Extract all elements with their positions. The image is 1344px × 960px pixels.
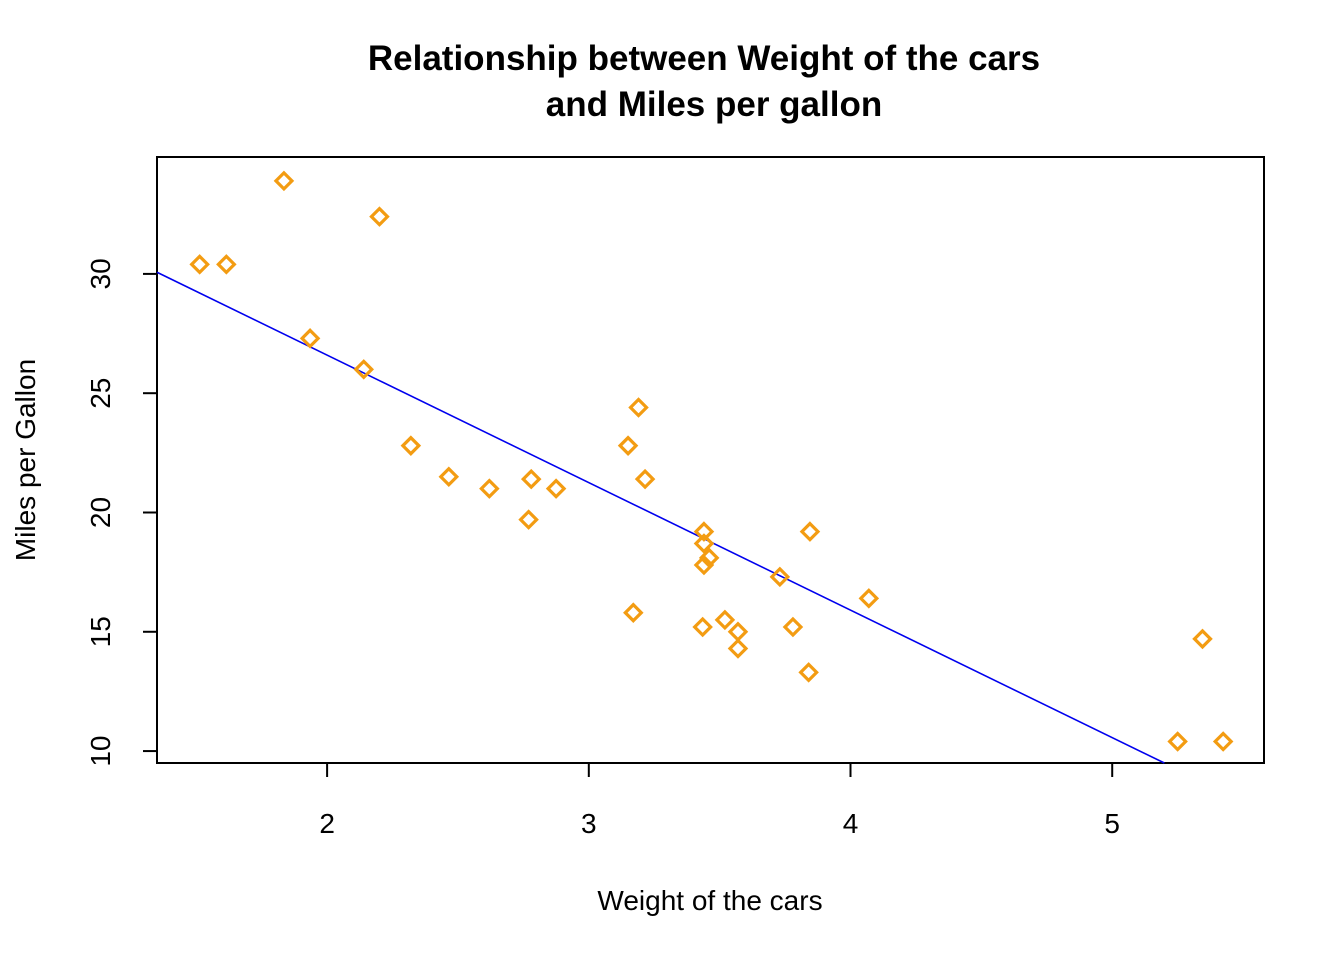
y-tick-label: 20 [85,497,116,528]
data-point [628,397,649,418]
data-point [545,478,567,499]
y-axis: 10 15 20 25 30 [85,258,158,767]
plot-area-frame [156,156,1265,764]
data-point [798,662,819,683]
y-axis-label: Miles per Gallon [10,359,41,561]
data-point [623,602,644,623]
data-point [189,254,210,275]
data-point [727,621,749,643]
y-tick-label: 30 [85,258,116,289]
data-point [400,435,422,456]
data-point [1167,731,1188,752]
data-point [299,328,321,349]
data-point [518,509,539,530]
y-tick-label: 25 [85,378,116,409]
regression-line-layer [156,271,1165,764]
data-point [782,616,804,638]
data-point [858,588,880,609]
x-tick-label: 3 [581,808,597,839]
data-point [693,533,715,554]
data-point [799,521,821,542]
data-point [369,206,390,227]
data-point [693,554,715,576]
data-point [1192,628,1213,650]
data-point [769,566,791,588]
data-point [216,254,237,275]
x-axis: 2 3 4 5 [319,762,1120,839]
data-point [634,468,656,490]
data-point [520,468,542,490]
data-point [693,521,715,542]
chart-title-line-2: and Miles per gallon [546,85,882,124]
data-point [727,638,749,659]
data-point [1212,731,1234,752]
data-point [353,359,375,380]
data-point [692,616,713,638]
x-tick-label: 4 [843,808,859,839]
x-axis-label: Weight of the cars [597,885,822,916]
data-point [617,435,639,456]
data-point [438,466,460,487]
data-point [479,478,500,499]
regression-line [156,271,1165,764]
y-tick-label: 10 [85,735,116,766]
chart-title-line-1: Relationship between Weight of the cars [368,39,1040,78]
data-point [714,609,736,631]
x-tick-label: 2 [319,808,335,839]
x-tick-label: 5 [1104,808,1120,839]
y-tick-label: 15 [85,616,116,647]
data-point [273,170,295,192]
points-layer [189,170,1234,752]
